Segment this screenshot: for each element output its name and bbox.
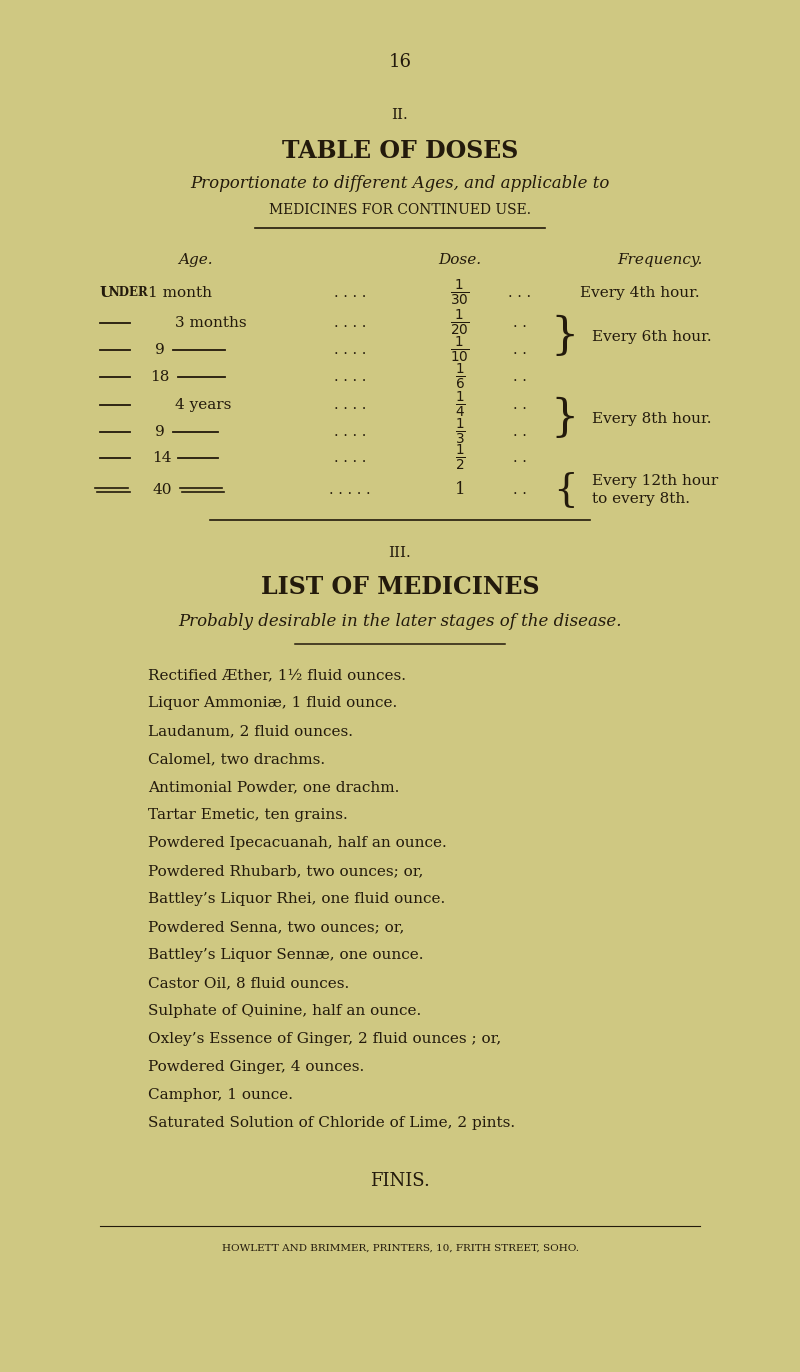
Text: 1: 1 bbox=[454, 482, 466, 498]
Text: MEDICINES FOR CONTINUED USE.: MEDICINES FOR CONTINUED USE. bbox=[269, 203, 531, 217]
Text: $\frac{1}{30}$: $\frac{1}{30}$ bbox=[450, 279, 470, 309]
Text: Laudanum, 2 fluid ounces.: Laudanum, 2 fluid ounces. bbox=[148, 724, 353, 738]
Text: Every 4th hour.: Every 4th hour. bbox=[580, 285, 700, 300]
Text: Age.: Age. bbox=[178, 252, 212, 268]
Text: . . . .: . . . . bbox=[334, 316, 366, 331]
Text: Every 6th hour.: Every 6th hour. bbox=[592, 329, 712, 343]
Text: Powdered Ipecacuanah, half an ounce.: Powdered Ipecacuanah, half an ounce. bbox=[148, 836, 446, 851]
Text: }: } bbox=[551, 316, 579, 358]
Text: Castor Oil, 8 fluid ounces.: Castor Oil, 8 fluid ounces. bbox=[148, 975, 350, 991]
Text: Powdered Rhubarb, two ounces; or,: Powdered Rhubarb, two ounces; or, bbox=[148, 864, 423, 878]
Text: 16: 16 bbox=[389, 54, 411, 71]
Text: . . . .: . . . . bbox=[334, 285, 366, 300]
Text: $\frac{1}{20}$: $\frac{1}{20}$ bbox=[450, 307, 470, 338]
Text: III.: III. bbox=[389, 546, 411, 560]
Text: Camphor, 1 ounce.: Camphor, 1 ounce. bbox=[148, 1088, 293, 1102]
Text: 18: 18 bbox=[150, 370, 170, 384]
Text: 4 years: 4 years bbox=[175, 398, 231, 412]
Text: TABLE OF DOSES: TABLE OF DOSES bbox=[282, 139, 518, 163]
Text: Antimonial Powder, one drachm.: Antimonial Powder, one drachm. bbox=[148, 781, 399, 794]
Text: Oxley’s Essence of Ginger, 2 fluid ounces ; or,: Oxley’s Essence of Ginger, 2 fluid ounce… bbox=[148, 1032, 502, 1045]
Text: Battley’s Liquor Sennæ, one ounce.: Battley’s Liquor Sennæ, one ounce. bbox=[148, 948, 423, 962]
Text: Dose.: Dose. bbox=[438, 252, 482, 268]
Text: . . . .: . . . . bbox=[334, 370, 366, 384]
Text: Liquor Ammoniæ, 1 fluid ounce.: Liquor Ammoniæ, 1 fluid ounce. bbox=[148, 696, 398, 709]
Text: }: } bbox=[551, 397, 579, 440]
Text: . .: . . bbox=[513, 370, 527, 384]
Text: NDER: NDER bbox=[108, 287, 148, 299]
Text: Rectified Æther, 1½ fluid ounces.: Rectified Æther, 1½ fluid ounces. bbox=[148, 668, 406, 682]
Text: to every 8th.: to every 8th. bbox=[592, 493, 690, 506]
Text: Probably desirable in the later stages of the disease.: Probably desirable in the later stages o… bbox=[178, 613, 622, 631]
Text: HOWLETT AND BRIMMER, PRINTERS, 10, FRITH STREET, SOHO.: HOWLETT AND BRIMMER, PRINTERS, 10, FRITH… bbox=[222, 1243, 578, 1253]
Text: Powdered Senna, two ounces; or,: Powdered Senna, two ounces; or, bbox=[148, 921, 404, 934]
Text: . .: . . bbox=[513, 483, 527, 497]
Text: . . . .: . . . . bbox=[334, 425, 366, 439]
Text: LIST OF MEDICINES: LIST OF MEDICINES bbox=[261, 575, 539, 600]
Text: Every 12th hour: Every 12th hour bbox=[592, 473, 718, 488]
Text: 9: 9 bbox=[155, 343, 165, 357]
Text: U: U bbox=[100, 285, 114, 300]
Text: $\frac{1}{6}$: $\frac{1}{6}$ bbox=[454, 362, 466, 392]
Text: . .: . . bbox=[513, 316, 527, 331]
Text: . .: . . bbox=[513, 451, 527, 465]
Text: Frequency.: Frequency. bbox=[618, 252, 702, 268]
Text: . . . . .: . . . . . bbox=[329, 483, 371, 497]
Text: $\frac{1}{4}$: $\frac{1}{4}$ bbox=[454, 390, 466, 420]
Text: Powdered Ginger, 4 ounces.: Powdered Ginger, 4 ounces. bbox=[148, 1061, 364, 1074]
Text: Saturated Solution of Chloride of Lime, 2 pints.: Saturated Solution of Chloride of Lime, … bbox=[148, 1115, 515, 1131]
Text: $\frac{1}{3}$: $\frac{1}{3}$ bbox=[454, 417, 466, 447]
Text: II.: II. bbox=[392, 108, 408, 122]
Text: Proportionate to different Ages, and applicable to: Proportionate to different Ages, and app… bbox=[190, 174, 610, 192]
Text: . .: . . bbox=[513, 343, 527, 357]
Text: . . . .: . . . . bbox=[334, 343, 366, 357]
Text: Sulphate of Quinine, half an ounce.: Sulphate of Quinine, half an ounce. bbox=[148, 1004, 422, 1018]
Text: Calomel, two drachms.: Calomel, two drachms. bbox=[148, 752, 325, 766]
Text: . . . .: . . . . bbox=[334, 451, 366, 465]
Text: {: { bbox=[553, 472, 578, 509]
Text: 9: 9 bbox=[155, 425, 165, 439]
Text: Tartar Emetic, ten grains.: Tartar Emetic, ten grains. bbox=[148, 808, 348, 822]
Text: Every 8th hour.: Every 8th hour. bbox=[592, 412, 711, 425]
Text: 1 month: 1 month bbox=[148, 285, 212, 300]
Text: Battley’s Liquor Rhei, one fluid ounce.: Battley’s Liquor Rhei, one fluid ounce. bbox=[148, 892, 446, 906]
Text: . . .: . . . bbox=[509, 285, 531, 300]
Text: . . . .: . . . . bbox=[334, 398, 366, 412]
Text: . .: . . bbox=[513, 425, 527, 439]
Text: 14: 14 bbox=[152, 451, 172, 465]
Text: 3 months: 3 months bbox=[175, 316, 246, 331]
Text: FINIS.: FINIS. bbox=[370, 1172, 430, 1190]
Text: . .: . . bbox=[513, 398, 527, 412]
Text: 40: 40 bbox=[152, 483, 172, 497]
Text: $\frac{1}{2}$: $\frac{1}{2}$ bbox=[454, 443, 466, 473]
Text: $\frac{1}{10}$: $\frac{1}{10}$ bbox=[450, 335, 470, 365]
